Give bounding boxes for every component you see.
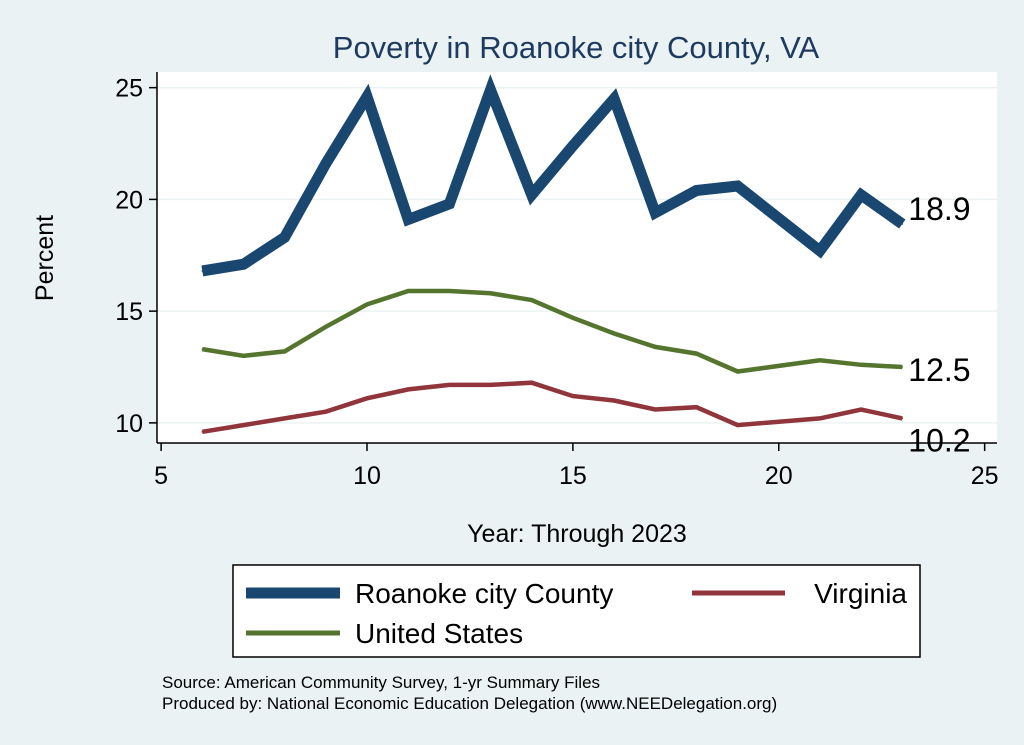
legend-label-virginia: Virginia [814, 578, 907, 609]
data-point-virginia [901, 417, 904, 420]
data-point-roanoke-city-county [448, 203, 451, 205]
data-point-united-states [407, 290, 409, 292]
data-point-virginia [325, 410, 327, 413]
data-point-virginia [695, 406, 698, 409]
plot-area [157, 72, 997, 443]
data-point-roanoke-city-county [654, 212, 657, 214]
data-point-united-states [448, 290, 451, 292]
data-point-virginia [572, 395, 574, 397]
data-point-united-states [736, 370, 739, 373]
data-point-virginia [407, 388, 409, 391]
data-point-united-states [242, 355, 245, 357]
data-point-united-states [613, 332, 615, 335]
end-value-label: 18.9 [908, 191, 970, 227]
legend-label-us: United States [355, 618, 523, 649]
producer-note: Produced by: National Economic Education… [162, 694, 777, 713]
data-point-united-states [819, 359, 821, 362]
data-point-virginia [242, 424, 245, 426]
x-tick-label: 5 [154, 462, 168, 490]
end-value-label: 12.5 [908, 352, 970, 388]
data-point-united-states [201, 348, 204, 350]
data-point-virginia [366, 397, 368, 400]
data-point-virginia [530, 381, 533, 384]
y-axis-title: Percent [31, 215, 59, 301]
chart-title: Poverty in Roanoke city County, VA [333, 30, 820, 65]
data-point-virginia [819, 417, 821, 420]
data-point-roanoke-city-county [901, 223, 904, 225]
y-tick-label: 25 [115, 75, 143, 103]
end-labels: 18.9 12.5 10.2 [908, 191, 970, 458]
y-tick-label: 10 [115, 410, 143, 438]
data-point-roanoke-city-county [613, 98, 615, 100]
data-point-united-states [860, 363, 862, 366]
data-point-united-states [489, 292, 492, 295]
series-layer [201, 74, 906, 435]
x-tick-label: 15 [559, 462, 587, 490]
data-point-virginia [201, 431, 204, 433]
data-point-united-states [654, 346, 657, 348]
data-point-united-states [283, 350, 286, 353]
data-point-united-states [572, 317, 574, 319]
y-tick-label: 20 [115, 186, 143, 214]
data-point-virginia [448, 384, 451, 386]
x-tick-label: 10 [353, 462, 381, 490]
data-point-virginia [860, 408, 862, 411]
legend-box [232, 564, 921, 658]
data-point-roanoke-city-county [572, 144, 574, 147]
data-point-roanoke-city-county [283, 236, 286, 239]
legend: Roanoke city County Virginia United Stat… [232, 564, 921, 658]
data-point-roanoke-city-county [366, 95, 368, 98]
source-note: Source: American Community Survey, 1-yr … [162, 673, 600, 692]
end-value-label: 10.2 [908, 422, 970, 458]
legend-label-roanoke: Roanoke city County [355, 578, 613, 609]
data-point-virginia [283, 417, 286, 420]
data-point-roanoke-city-county [860, 194, 862, 196]
data-point-roanoke-city-county [695, 189, 698, 192]
data-point-virginia [613, 399, 615, 402]
data-point-united-states [530, 299, 533, 301]
data-point-roanoke-city-county [489, 89, 492, 91]
data-point-virginia [489, 384, 492, 386]
data-point-united-states [695, 352, 698, 355]
data-point-roanoke-city-county [242, 263, 245, 266]
data-point-virginia [736, 424, 739, 426]
data-point-roanoke-city-county [201, 270, 204, 272]
axes: 10 15 20 25 5 10 15 20 25 [115, 72, 999, 490]
x-tick-label: 25 [971, 462, 999, 490]
data-point-roanoke-city-county [530, 194, 533, 196]
data-point-roanoke-city-county [819, 249, 821, 252]
x-axis-title: Year: Through 2023 [467, 520, 687, 548]
data-point-united-states [901, 366, 904, 368]
x-tick-label: 20 [765, 462, 793, 490]
y-tick-label: 15 [115, 298, 143, 326]
data-point-roanoke-city-county [736, 185, 739, 187]
data-point-roanoke-city-county [325, 162, 327, 165]
data-point-united-states [325, 325, 327, 328]
data-point-virginia [654, 408, 657, 411]
data-point-roanoke-city-county [407, 218, 409, 221]
data-point-united-states [366, 303, 368, 306]
